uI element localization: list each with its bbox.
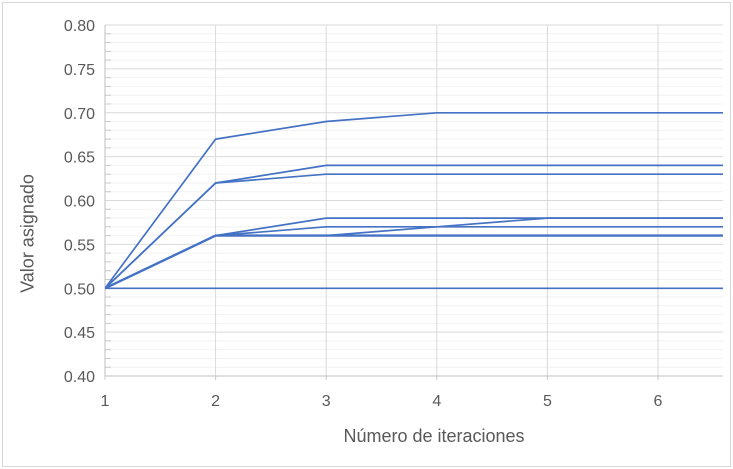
y-tick-label: 0.45	[64, 325, 95, 342]
y-tick-label: 0.80	[64, 18, 95, 35]
y-tick-label: 0.60	[64, 194, 95, 211]
x-tick-label: 1	[101, 393, 110, 410]
x-tick-label: 6	[654, 393, 663, 410]
y-tick-label: 0.55	[64, 237, 95, 254]
y-tick-label: 0.75	[64, 62, 95, 79]
y-tick-label: 0.70	[64, 106, 95, 123]
x-tick-label: 5	[543, 393, 552, 410]
data-series-line	[105, 234, 723, 290]
y-tick-label: 0.50	[64, 281, 95, 298]
x-axis-title: Número de iteraciones	[343, 426, 525, 446]
y-tick-label: 0.40	[64, 369, 95, 386]
x-tick-label: 2	[211, 393, 220, 410]
y-tick-label: 0.65	[64, 150, 95, 167]
data-series-line	[105, 173, 723, 289]
x-tick-label: 4	[432, 393, 441, 410]
data-series-line	[105, 111, 723, 289]
y-axis-title: Valor asignado	[17, 174, 38, 293]
x-tick-label: 3	[322, 393, 331, 410]
